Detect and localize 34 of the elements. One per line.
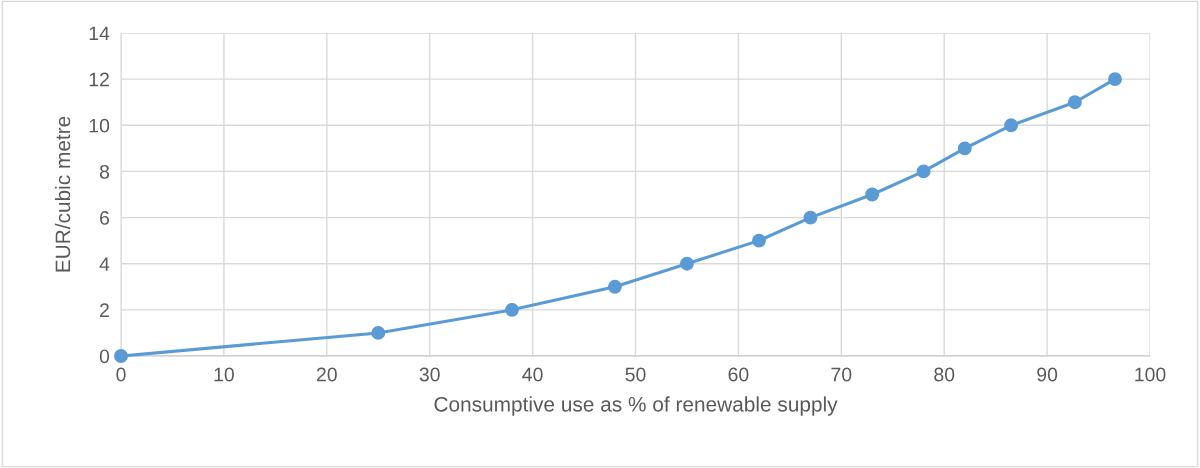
x-tick-label: 50 [625, 367, 646, 382]
point [803, 210, 818, 225]
x-axis-title: Consumptive use as % of renewable supply [434, 396, 838, 416]
point [1108, 72, 1122, 87]
x-tick-label: 30 [419, 367, 440, 382]
y-tick-label: 8 [99, 164, 110, 179]
point [680, 256, 694, 271]
point [371, 325, 386, 340]
y-tick-label: 4 [99, 257, 110, 271]
point [1004, 118, 1019, 133]
y-tick-label: 2 [100, 303, 109, 317]
y-tick-label: 14 [89, 26, 110, 41]
point [916, 164, 931, 179]
x-tick-label: 80 [934, 367, 955, 382]
point [957, 141, 972, 156]
y-tick-label: 10 [89, 118, 110, 133]
x-tick-label: 10 [214, 367, 234, 382]
point [865, 187, 880, 202]
y-tick-label: 12 [89, 72, 109, 87]
point [505, 302, 519, 317]
x-tick-label: 20 [316, 367, 337, 382]
x-tick-label: 60 [728, 367, 749, 382]
y-tick-label: 0 [99, 349, 110, 364]
y-axis-title: EUR/cubic metre [54, 116, 71, 272]
x-tick-label: 100 [1135, 367, 1166, 382]
x-tick-label: 70 [831, 367, 852, 382]
point [114, 349, 128, 363]
x-tick-label: 90 [1037, 367, 1058, 382]
point [752, 233, 766, 248]
y-tick-label: 6 [100, 211, 110, 225]
x-tick-label: 0 [116, 367, 126, 382]
x-tick-label: 40 [522, 367, 543, 382]
point [1067, 95, 1082, 110]
point [607, 279, 622, 294]
